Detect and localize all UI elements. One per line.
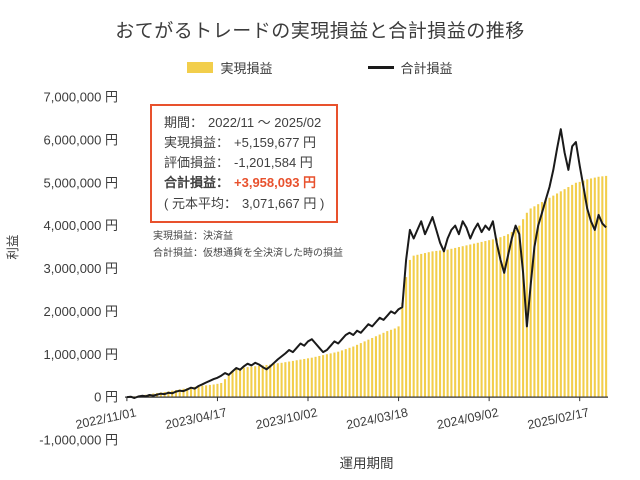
summary-principal: ( 元本平均： 3,071,667 円 ) xyxy=(164,195,325,211)
y-axis-labels: 7,000,000 円 6,000,000 円 5,000,000 円 4,000,0… xyxy=(39,90,118,448)
svg-text:-1,000,000 円: -1,000,000 円 xyxy=(39,433,118,448)
footnotes: 実現損益：決済益 合計損益：仮想通貨を全決済した時の損益 xyxy=(153,229,343,262)
svg-text:2024/09/02: 2024/09/02 xyxy=(436,405,500,432)
legend-item-realized: 実現損益 xyxy=(187,58,273,77)
summary-period: 期間： 2022/11 ～ 2025/02 xyxy=(164,115,322,130)
realized-bar-swatch-icon xyxy=(187,62,214,73)
legend-item-total: 合計損益 xyxy=(367,58,453,77)
svg-text:3,000,000 円: 3,000,000 円 xyxy=(44,261,118,276)
x-axis: 2022/11/01 2023/04/17 2023/10/02 2024/03/18… xyxy=(74,396,608,432)
legend: 実現損益 合計損益 xyxy=(0,58,640,77)
x-axis-title: 運用期間 xyxy=(340,456,394,471)
y-axis-title: 利益 xyxy=(6,235,20,260)
svg-text:2025/02/17: 2025/02/17 xyxy=(526,405,590,432)
total-line-swatch-icon xyxy=(367,66,394,69)
legend-label-realized: 実現損益 xyxy=(220,61,273,76)
svg-text:7,000,000 円: 7,000,000 円 xyxy=(44,90,118,105)
svg-text:0 円: 0 円 xyxy=(94,390,118,405)
svg-text:1,000,000 円: 1,000,000 円 xyxy=(44,347,118,362)
svg-text:6,000,000 円: 6,000,000 円 xyxy=(44,132,118,147)
chart-title: おてがるトレードの実現損益と合計損益の推移 xyxy=(115,21,525,42)
svg-text:2022/11/01: 2022/11/01 xyxy=(74,405,137,432)
summary-total: 合計損益： +3,958,093 円 xyxy=(164,175,317,191)
summary-box: 期間： 2022/11 ～ 2025/02 実現損益： +5,159,677 円 評… xyxy=(150,104,339,223)
footnote-realized: 実現損益：決済益 xyxy=(153,231,233,242)
svg-text:2,000,000 円: 2,000,000 円 xyxy=(44,304,118,319)
legend-label-total: 合計損益 xyxy=(400,61,453,76)
svg-text:4,000,000 円: 4,000,000 円 xyxy=(44,218,118,233)
svg-text:2023/04/17: 2023/04/17 xyxy=(164,405,228,432)
summary-unrealized: 評価損益： -1,201,584 円 xyxy=(164,155,313,171)
svg-text:2024/03/18: 2024/03/18 xyxy=(345,405,409,432)
summary-realized: 実現損益： +5,159,677 円 xyxy=(164,135,317,151)
total-profit-line xyxy=(126,128,607,399)
svg-text:2023/10/02: 2023/10/02 xyxy=(255,405,319,432)
svg-text:5,000,000 円: 5,000,000 円 xyxy=(44,175,118,190)
footnote-total: 合計損益：仮想通貨を全決済した時の損益 xyxy=(153,247,343,259)
